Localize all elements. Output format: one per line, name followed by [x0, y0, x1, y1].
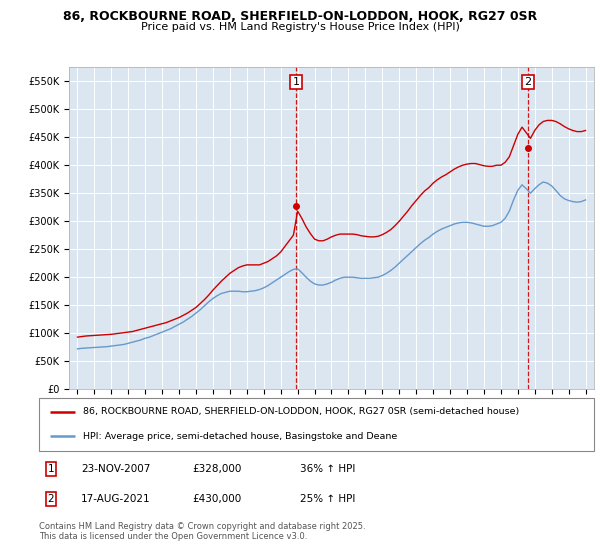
Text: 2: 2	[47, 494, 55, 504]
Text: 86, ROCKBOURNE ROAD, SHERFIELD-ON-LODDON, HOOK, RG27 0SR (semi-detached house): 86, ROCKBOURNE ROAD, SHERFIELD-ON-LODDON…	[83, 408, 520, 417]
FancyBboxPatch shape	[39, 398, 594, 451]
Text: HPI: Average price, semi-detached house, Basingstoke and Deane: HPI: Average price, semi-detached house,…	[83, 432, 398, 441]
Text: £328,000: £328,000	[192, 464, 241, 474]
Text: Price paid vs. HM Land Registry's House Price Index (HPI): Price paid vs. HM Land Registry's House …	[140, 22, 460, 32]
Text: 1: 1	[292, 77, 299, 87]
Text: 25% ↑ HPI: 25% ↑ HPI	[300, 494, 355, 504]
Text: 1: 1	[47, 464, 55, 474]
Text: 2: 2	[524, 77, 532, 87]
Text: Contains HM Land Registry data © Crown copyright and database right 2025.
This d: Contains HM Land Registry data © Crown c…	[39, 522, 365, 542]
Text: 17-AUG-2021: 17-AUG-2021	[81, 494, 151, 504]
Text: 86, ROCKBOURNE ROAD, SHERFIELD-ON-LODDON, HOOK, RG27 0SR: 86, ROCKBOURNE ROAD, SHERFIELD-ON-LODDON…	[63, 10, 537, 23]
Text: £430,000: £430,000	[192, 494, 241, 504]
Text: 36% ↑ HPI: 36% ↑ HPI	[300, 464, 355, 474]
Text: 23-NOV-2007: 23-NOV-2007	[81, 464, 151, 474]
